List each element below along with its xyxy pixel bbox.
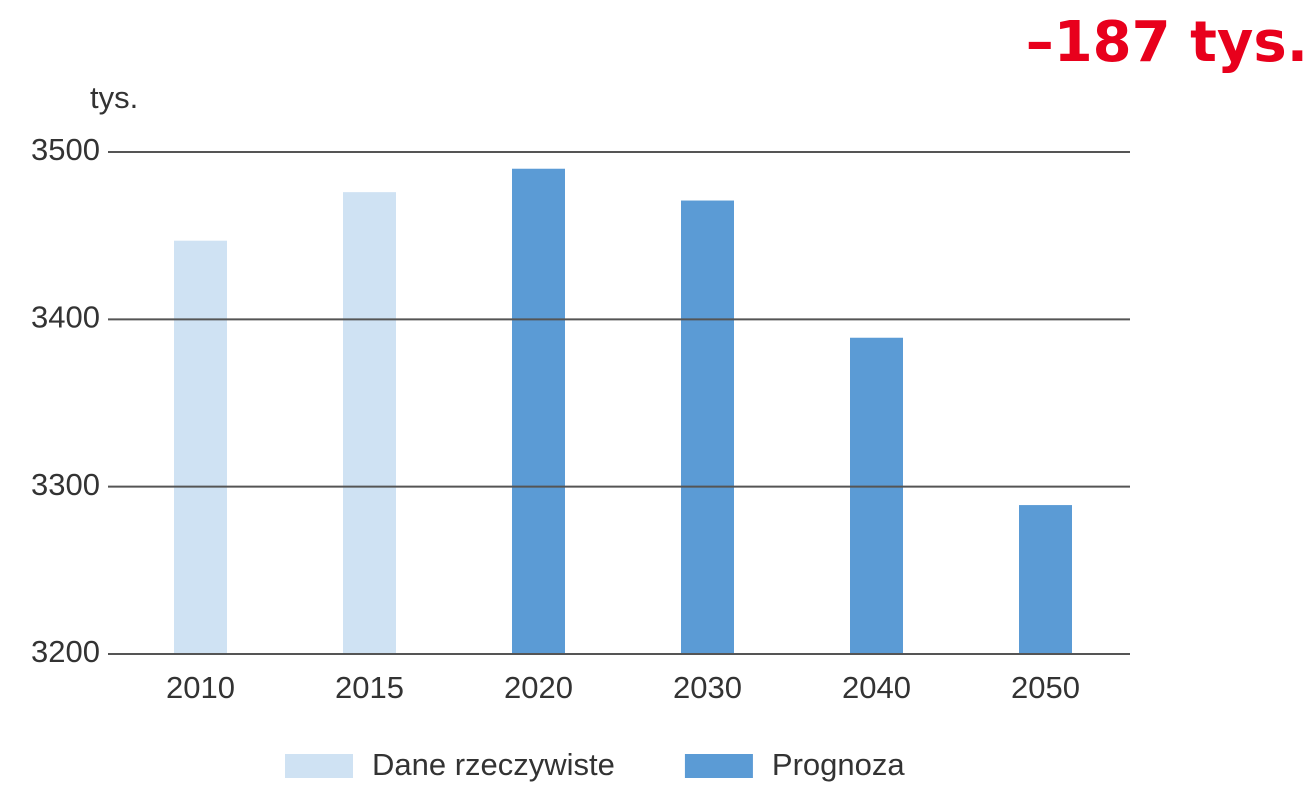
bar xyxy=(850,337,903,654)
y-tick-label: 3200 xyxy=(31,634,100,669)
bar xyxy=(681,200,734,654)
x-tick-label: 2015 xyxy=(335,670,404,705)
y-tick-label: 3500 xyxy=(31,132,100,167)
x-tick-label: 2040 xyxy=(842,670,911,705)
annotation: –187 tys. xyxy=(1026,10,1308,75)
x-tick-label: 2050 xyxy=(1011,670,1080,705)
y-axis-label: tys. xyxy=(90,80,138,115)
x-tick-label: 2030 xyxy=(673,670,742,705)
legend-swatch xyxy=(285,754,353,778)
legend-swatch xyxy=(684,754,753,778)
bar xyxy=(343,192,396,654)
bar xyxy=(174,240,227,655)
bar xyxy=(512,168,565,654)
y-tick-label: 3300 xyxy=(31,467,100,502)
bar xyxy=(1019,505,1072,654)
x-tick-label: 2010 xyxy=(166,670,235,705)
legend-label: Prognoza xyxy=(772,747,905,782)
legend-label: Dane rzeczywiste xyxy=(372,747,615,782)
x-tick-label: 2020 xyxy=(504,670,573,705)
y-tick-label: 3400 xyxy=(31,300,100,335)
